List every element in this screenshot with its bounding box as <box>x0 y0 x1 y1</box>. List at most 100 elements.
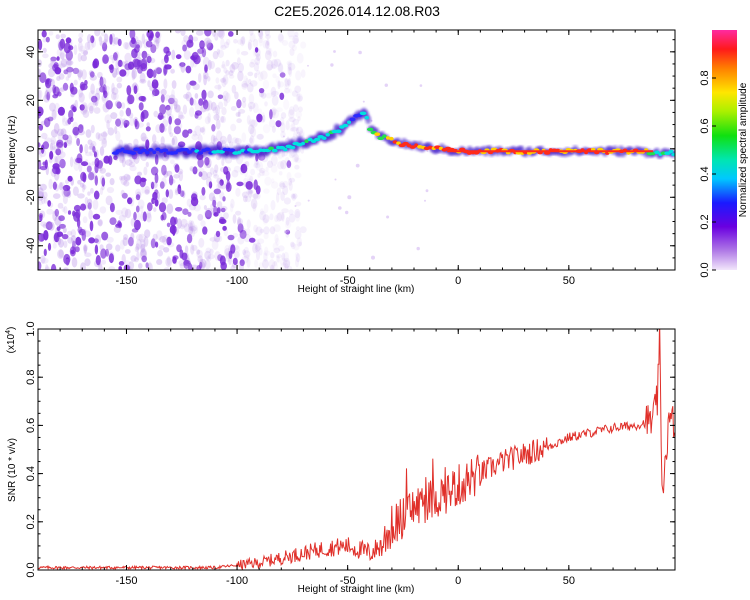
noise-speckle <box>38 124 44 131</box>
noise-speckle <box>292 153 300 163</box>
noise-speckle <box>288 209 294 216</box>
noise-speckle <box>146 55 152 64</box>
noise-speckle <box>136 251 140 261</box>
noise-speckle <box>189 227 196 238</box>
noise-speckle <box>98 79 105 88</box>
noise-speckle <box>291 193 297 201</box>
noise-speckle <box>60 58 68 68</box>
noise-speckle <box>206 42 214 51</box>
noise-speckle <box>173 126 181 135</box>
noise-speckle <box>165 50 171 56</box>
noise-speckle <box>38 191 45 201</box>
noise-speckle <box>104 33 109 43</box>
noise-speckle <box>272 50 278 58</box>
noise-speckle <box>232 233 239 238</box>
noise-speckle <box>135 41 140 51</box>
noise-speckle <box>97 219 103 227</box>
noise-speckle <box>173 174 180 179</box>
noise-speckle <box>239 229 247 239</box>
noise-speckle <box>99 167 106 174</box>
noise-speckle <box>159 236 167 243</box>
noise-speckle <box>144 186 150 194</box>
noise-speckle <box>38 160 42 170</box>
noise-speckle <box>265 34 271 40</box>
noise-speckle <box>285 216 290 226</box>
noise-speckle <box>211 124 216 132</box>
noise-speckle <box>281 208 289 214</box>
noise-speckle <box>260 92 267 99</box>
noise-speckle <box>355 163 360 168</box>
noise-speckle <box>101 95 107 102</box>
noise-speckle <box>116 76 123 83</box>
noise-speckle <box>174 187 182 194</box>
y-tick-label: -20 <box>25 189 37 205</box>
noise-speckle <box>162 234 169 245</box>
noise-speckle <box>149 181 156 187</box>
noise-speckle <box>220 115 226 124</box>
noise-speckle <box>269 109 273 120</box>
noise-speckle <box>253 224 258 233</box>
noise-speckle <box>280 122 286 133</box>
noise-speckle <box>134 246 140 253</box>
noise-speckle <box>81 102 88 113</box>
noise-speckle <box>283 251 290 263</box>
noise-speckle <box>94 157 100 168</box>
noise-speckle <box>155 67 162 75</box>
noise-speckle <box>75 157 83 164</box>
snr-x-label: Height of straight line (km) <box>298 584 415 595</box>
noise-speckle <box>226 179 230 190</box>
noise-speckle <box>252 102 259 114</box>
noise-speckle <box>57 202 64 209</box>
noise-speckle <box>216 201 223 209</box>
noise-speckle <box>207 90 214 99</box>
noise-speckle <box>154 36 161 44</box>
noise-speckle <box>259 210 266 221</box>
noise-speckle <box>158 110 163 116</box>
noise-speckle <box>108 266 116 270</box>
noise-speckle <box>105 243 113 251</box>
noise-speckle <box>288 178 293 186</box>
snr-plot: -150 -100 -50 0 50 0.0 0.2 0.4 0.6 0.8 1.0 Height… <box>5 321 676 595</box>
noise-speckle <box>119 69 127 77</box>
noise-speckle <box>273 247 281 254</box>
noise-speckle <box>108 155 113 166</box>
noise-speckle <box>142 211 147 222</box>
noise-speckle <box>307 199 310 202</box>
noise-speckle <box>261 156 268 163</box>
noise-speckle <box>60 128 67 136</box>
noise-speckle <box>94 30 101 37</box>
noise-speckle <box>189 226 197 232</box>
noise-speckle <box>246 175 254 182</box>
noise-speckle <box>183 259 190 269</box>
x-tick-label: 50 <box>563 575 575 587</box>
noise-speckle <box>81 69 87 80</box>
noise-speckle <box>71 257 78 268</box>
noise-speckle <box>133 138 139 147</box>
noise-speckle <box>245 77 249 87</box>
noise-speckle <box>115 58 120 70</box>
noise-speckle <box>189 97 194 106</box>
noise-speckle <box>93 190 100 200</box>
noise-speckle <box>291 120 295 131</box>
x-tick-label: -100 <box>226 575 248 587</box>
noise-speckle <box>220 38 225 48</box>
noise-speckle <box>44 137 52 143</box>
noise-speckle <box>290 242 296 250</box>
noise-speckle <box>287 30 295 38</box>
noise-speckle <box>246 115 251 125</box>
noise-speckle <box>254 72 258 79</box>
noise-speckle <box>276 192 280 203</box>
noise-speckle <box>117 38 122 47</box>
noise-speckle <box>189 167 198 172</box>
noise-speckle <box>256 69 261 75</box>
noise-speckle <box>276 212 282 222</box>
noise-speckle <box>52 145 60 151</box>
noise-speckle <box>127 94 135 105</box>
noise-speckle <box>62 134 69 141</box>
noise-speckle <box>190 55 198 61</box>
noise-speckle <box>127 197 133 205</box>
noise-speckle <box>288 88 292 94</box>
noise-speckle <box>82 216 88 224</box>
noise-speckle <box>249 80 258 87</box>
